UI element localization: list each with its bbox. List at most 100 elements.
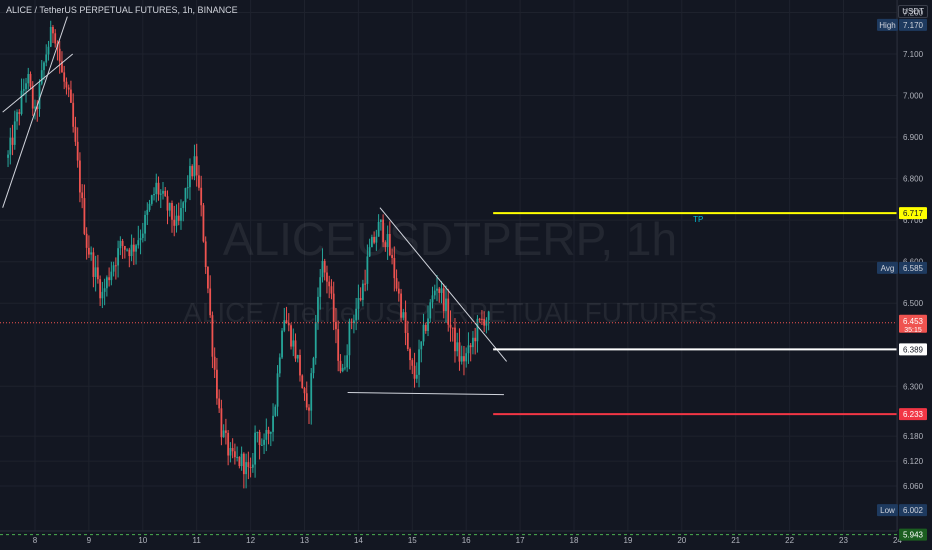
candle-body [204, 241, 207, 267]
candle-body [11, 137, 14, 145]
candle-body [424, 324, 427, 331]
candle-body [321, 260, 324, 278]
level-price-tag-bg [899, 207, 927, 220]
candle-body [58, 48, 61, 62]
candle-body [431, 295, 434, 303]
candle-body [418, 349, 420, 375]
candle-body [47, 46, 50, 55]
candle-body [353, 320, 355, 323]
candle-body [314, 322, 317, 359]
candle-body [193, 156, 196, 177]
candle-body [70, 89, 72, 103]
price-tick-label: 7.200 [903, 8, 924, 17]
candle-body [22, 89, 25, 91]
time-tick-label: 11 [193, 536, 202, 545]
candle-body [159, 193, 162, 195]
candle-body [25, 83, 27, 90]
candle-body [211, 315, 214, 357]
candle-body [415, 374, 418, 379]
trendline[interactable] [379, 207, 508, 362]
candle-body [184, 188, 187, 203]
chart-title: ALICE / TetherUS PERPETUAL FUTURES, 1h, … [6, 5, 238, 15]
candle-body [474, 337, 477, 342]
trendline[interactable] [2, 53, 74, 113]
candle-body [166, 196, 169, 211]
time-tick-label: 8 [33, 536, 38, 545]
candle-body [54, 33, 57, 44]
trendline[interactable] [2, 16, 68, 208]
stat-label: Low [880, 506, 895, 515]
candle-body [278, 357, 281, 374]
candle-body [463, 356, 465, 362]
candle-body [355, 308, 358, 321]
candle-body [141, 233, 144, 238]
candle-body [63, 72, 66, 82]
candle-body [85, 233, 88, 248]
candle-body [233, 451, 236, 458]
price-tick-label: 6.700 [903, 216, 924, 225]
candle-body [164, 190, 167, 197]
candle-body [391, 255, 393, 258]
candle-body [119, 240, 122, 249]
candle-body [281, 330, 283, 358]
candle-body [67, 87, 70, 90]
candle-body [310, 373, 313, 411]
candle-body [292, 340, 295, 347]
candle-body [202, 205, 205, 242]
candle-body [487, 311, 490, 321]
candle-body [155, 182, 158, 194]
candle-body [18, 112, 21, 114]
price-tick-label: 6.300 [903, 382, 924, 391]
candle-body [258, 432, 261, 445]
candle-body [472, 337, 474, 348]
trendline[interactable] [347, 392, 504, 396]
time-tick-label: 20 [677, 536, 686, 545]
candle-body [177, 215, 180, 221]
candle-body [400, 293, 402, 318]
time-tick-label: 16 [462, 536, 471, 545]
candle-body [40, 70, 43, 84]
candle-body [74, 126, 77, 142]
candle-body [303, 388, 306, 394]
dotted-level-tag-bg [899, 528, 927, 541]
price-tick-label: 7.100 [903, 50, 924, 59]
candle-body [79, 160, 81, 193]
price-tick-label: 6.900 [903, 133, 924, 142]
stat-label: Avg [881, 264, 895, 273]
candle-body [319, 277, 322, 297]
candle-body [285, 320, 288, 323]
candle-body [361, 283, 364, 300]
candle-body [27, 73, 30, 84]
candle-body [207, 266, 209, 289]
candle-body [72, 102, 75, 127]
candle-body [305, 393, 308, 408]
candle-body [94, 267, 97, 277]
candle-body [335, 321, 337, 330]
candle-body [267, 429, 270, 434]
candle-body [61, 61, 63, 73]
candle-body [326, 272, 328, 282]
candle-body [445, 298, 447, 312]
candle-body [469, 345, 472, 348]
candle-body [195, 156, 198, 176]
candle-body [175, 215, 178, 226]
candle-body [153, 193, 155, 196]
candle-body [377, 221, 380, 237]
currency-unit-button[interactable]: USDT [898, 5, 928, 18]
candle-body [375, 236, 378, 243]
candle-body [397, 288, 400, 294]
candle-body [386, 234, 389, 248]
candle-body [186, 187, 189, 189]
candle-body [189, 166, 191, 188]
candle-body [101, 291, 104, 299]
candle-body [9, 137, 12, 155]
candle-body [332, 293, 335, 322]
stat-label-bg [877, 18, 898, 31]
candle-body [373, 236, 376, 243]
time-tick-label: 21 [731, 536, 740, 545]
candle-body [330, 286, 333, 294]
candle-body [348, 321, 351, 356]
candle-body [263, 439, 265, 445]
